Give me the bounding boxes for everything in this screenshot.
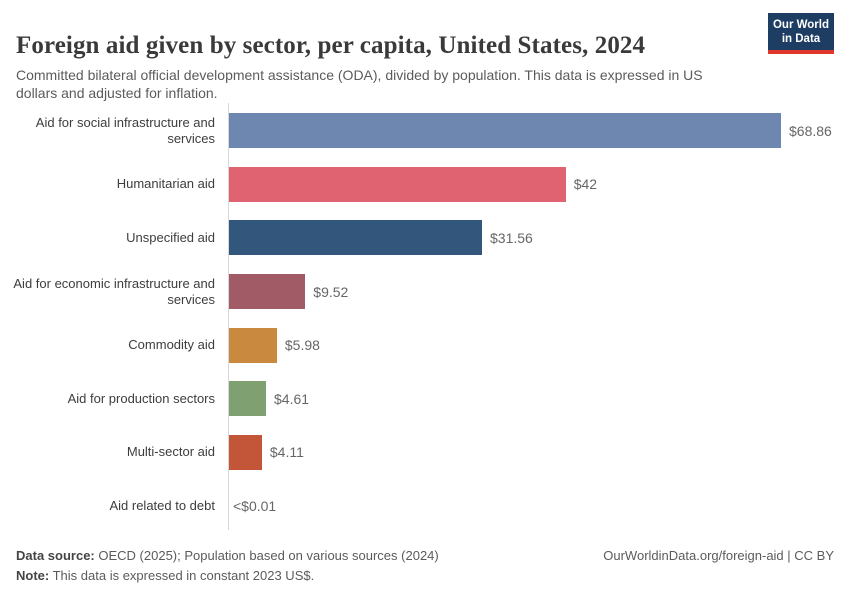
bar[interactable] [229, 381, 266, 417]
value-label: $42 [573, 176, 598, 193]
category-label: Humanitarian aid [116, 176, 215, 192]
chart-row: Aid for economic infrastructure and serv… [0, 265, 850, 319]
chart-row: Multi-sector aid $4.11 [0, 426, 850, 480]
value-label: $31.56 [490, 229, 533, 246]
y-axis-line [228, 103, 229, 530]
chart-subtitle: Committed bilateral official development… [16, 67, 703, 101]
bar-plot-area: $42 [222, 166, 850, 202]
data-source-line: Data source: OECD (2025); Population bas… [16, 546, 439, 566]
category-label: Aid related to debt [109, 497, 215, 513]
owid-logo-line1: Our World [772, 19, 829, 31]
value-label: $4.61 [274, 390, 310, 407]
bar[interactable] [229, 220, 482, 256]
footer-source-note: Data source: OECD (2025); Population bas… [16, 546, 439, 586]
value-label: $68.86 [789, 122, 832, 139]
footer: Data source: OECD (2025); Population bas… [16, 546, 834, 586]
bar-plot-area: $31.56 [222, 220, 850, 256]
note-label: Note: [16, 568, 50, 583]
chart-title: Foreign aid given by sector, per capita,… [16, 31, 646, 59]
chart-row: Humanitarian aid $42 [0, 158, 850, 212]
chart-row: Aid for production sectors $4.61 [0, 372, 850, 426]
owid-logo[interactable]: Our World in Data [768, 13, 834, 54]
category-label: Unspecified aid [126, 229, 215, 245]
bar[interactable] [229, 113, 781, 149]
chart-row: Commodity aid $5.98 [0, 318, 850, 372]
category-label: Aid for economic infrastructure and serv… [13, 275, 215, 307]
bar-plot-area: $5.98 [222, 327, 850, 363]
bar[interactable] [229, 166, 566, 202]
chart-row: Aid for social infrastructure and servic… [0, 104, 850, 158]
category-label: Aid for production sectors [67, 390, 215, 406]
data-source-text: OECD (2025); Population based on various… [98, 548, 439, 563]
bar[interactable] [229, 327, 277, 363]
category-label: Aid for social infrastructure and servic… [35, 114, 215, 146]
bar[interactable] [229, 434, 262, 470]
data-source-label: Data source: [16, 548, 95, 563]
value-label: <$0.01 [233, 497, 277, 514]
bar-plot-area: $9.52 [222, 274, 850, 310]
note-line: Note: This data is expressed in constant… [16, 566, 439, 586]
value-label: $9.52 [313, 283, 349, 300]
owid-logo-line2: in Data [781, 33, 821, 45]
category-label: Commodity aid [128, 337, 215, 353]
value-label: $4.11 [269, 444, 304, 461]
chart-row: Unspecified aid $31.56 [0, 211, 850, 265]
bar-plot-area: <$0.01 [222, 498, 850, 514]
value-label: $5.98 [284, 337, 320, 354]
chart-row: Aid related to debt <$0.01 [0, 479, 850, 533]
bar-plot-area: $4.11 [222, 434, 850, 470]
bar[interactable] [229, 274, 306, 310]
category-label: Multi-sector aid [126, 444, 215, 460]
bar-chart: Aid for social infrastructure and servic… [0, 104, 850, 533]
footer-link[interactable]: OurWorldinData.org/foreign-aid | CC BY [603, 548, 834, 563]
note-text: This data is expressed in constant 2023 … [52, 568, 315, 583]
bar-plot-area: $68.86 [222, 113, 850, 149]
bar-plot-area: $4.61 [222, 381, 850, 417]
